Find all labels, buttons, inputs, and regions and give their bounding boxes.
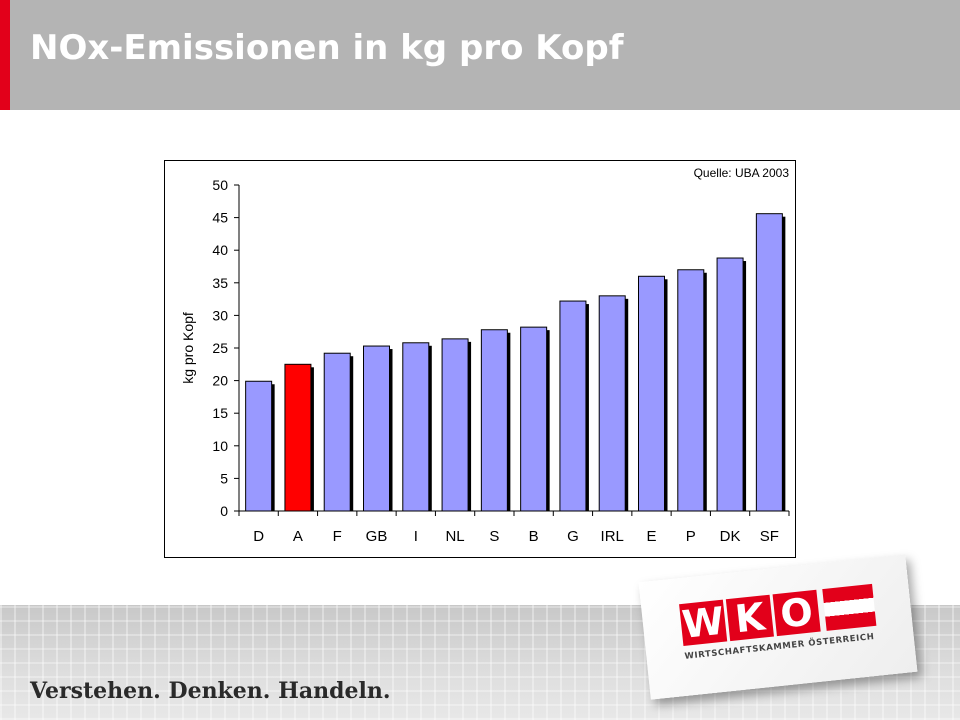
bar-d <box>245 380 273 512</box>
bar-sf <box>755 213 783 512</box>
source-annotation: Quelle: UBA 2003 <box>694 166 790 180</box>
slogan-text: Verstehen. Denken. Handeln. <box>30 678 391 704</box>
bar-s <box>480 329 508 512</box>
bar-i <box>402 342 430 512</box>
chart-panel: 0 5 10 15 20 25 30 35 40 45 50 kg pro Kopf Quelle: U… <box>164 160 796 558</box>
y-tick-label: 45 <box>212 210 228 226</box>
x-tick-label-i: I <box>414 528 418 545</box>
y-tick-label: 10 <box>212 438 228 454</box>
y-axis-label: kg pro Kopf <box>180 312 196 384</box>
bar-irl <box>598 295 626 512</box>
y-tick-label: 40 <box>212 242 228 258</box>
logo-letter-w: W <box>679 598 728 647</box>
title-bar <box>0 0 960 110</box>
x-tick-label-e: E <box>646 528 656 545</box>
y-tick-label: 20 <box>212 373 228 389</box>
bar-gb <box>363 345 390 512</box>
x-tick-label-a: A <box>293 528 303 545</box>
x-tick-label-s: S <box>489 528 499 545</box>
x-tick-label-sf: SF <box>760 528 779 545</box>
y-tick-label: 0 <box>220 503 228 519</box>
bar-chart: 0 5 10 15 20 25 30 35 40 45 50 kg pro Kopf Quelle: U… <box>180 166 790 545</box>
bar-nl <box>441 338 469 512</box>
title-accent-stripe <box>0 0 10 110</box>
bar-f <box>323 352 351 512</box>
bar-g <box>559 300 587 512</box>
x-tick-label-dk: DK <box>720 528 741 545</box>
austria-flag-icon <box>822 583 877 631</box>
bar-p <box>677 269 705 512</box>
logo-letter-k: K <box>725 594 774 641</box>
y-tick-label: 35 <box>212 275 228 291</box>
bar-dk <box>716 257 744 512</box>
page-title: NOx-Emissionen in kg pro Kopf <box>30 28 624 68</box>
x-tick-label-irl: IRL <box>601 528 624 545</box>
y-tick-label: 25 <box>212 340 228 356</box>
x-tick-label-gb: GB <box>366 528 388 545</box>
bar-b <box>520 326 548 512</box>
x-tick-label-d: D <box>253 528 264 545</box>
y-tick-label: 30 <box>212 307 228 323</box>
x-tick-label-p: P <box>686 528 696 545</box>
x-tick-label-g: G <box>567 528 579 545</box>
y-tick-label: 15 <box>212 405 228 421</box>
bar-a <box>284 363 312 512</box>
x-tick-label-f: F <box>333 528 342 545</box>
y-tick-label: 50 <box>212 177 228 193</box>
x-tick-label-b: B <box>529 528 539 545</box>
logo-letter-o: O <box>772 589 821 637</box>
bar-e <box>638 275 665 512</box>
x-tick-label-nl: NL <box>445 528 464 545</box>
y-tick-label: 5 <box>220 470 228 486</box>
